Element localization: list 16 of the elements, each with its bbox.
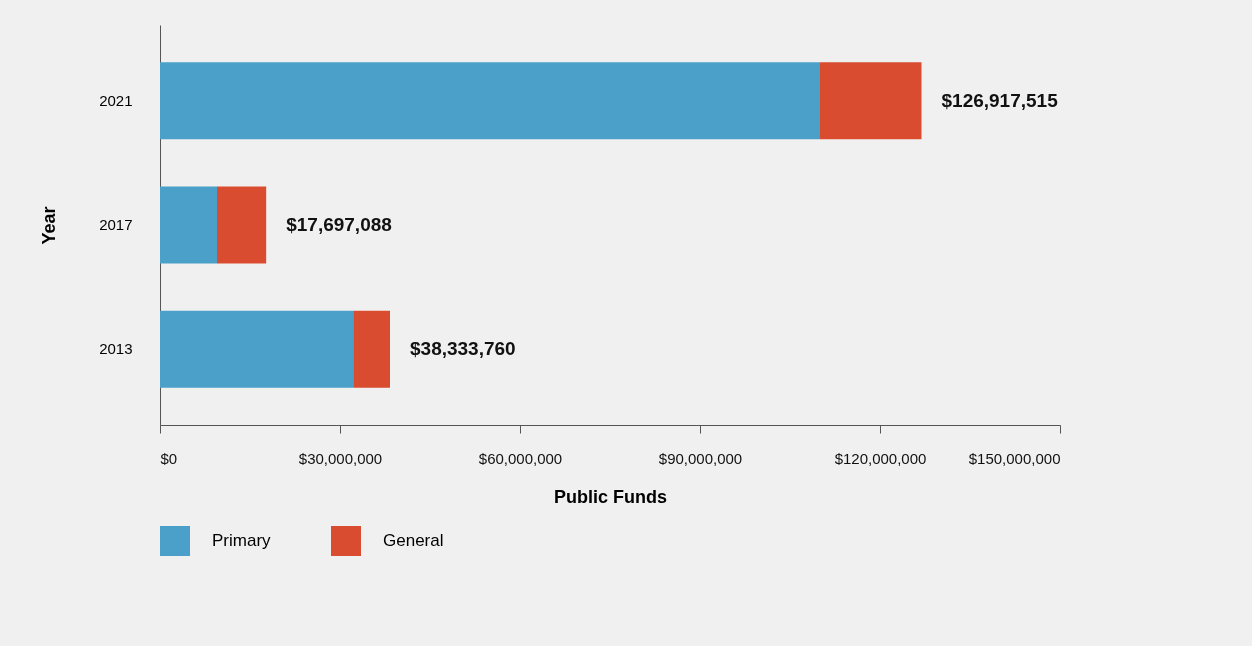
y-tick-label: 2017 <box>99 216 133 233</box>
x-tick-label: $60,000,000 <box>478 449 563 467</box>
x-axis-title: Public Funds <box>553 486 668 507</box>
x-tick-label: $120,000,000 <box>834 449 927 467</box>
y-axis-title: Year <box>39 206 60 245</box>
x-tick-label: $30,000,000 <box>298 449 383 467</box>
y-tick-label: 2021 <box>99 91 133 109</box>
x-tick-label: $150,000,000 <box>968 449 1061 467</box>
legend-label: Primary <box>212 531 272 550</box>
x-tick-label: $0 <box>160 449 178 467</box>
total-label: $38,333,760 <box>410 338 516 360</box>
y-tick-label: 2013 <box>99 340 133 358</box>
total-label: $126,917,515 <box>941 89 1059 111</box>
total-label: $17,697,088 <box>286 214 392 235</box>
legend-label: General <box>383 531 444 550</box>
x-tick-label: $90,000,000 <box>658 449 743 467</box>
